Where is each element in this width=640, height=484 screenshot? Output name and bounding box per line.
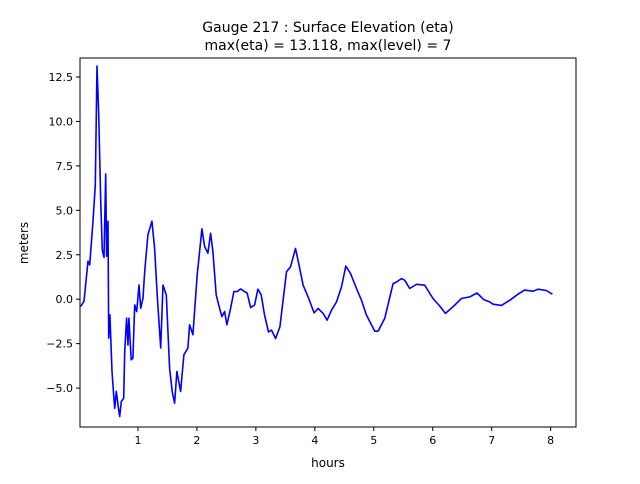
x-axis: 1 2 3 4 5 6 7 8: [134, 427, 554, 447]
y-axis: −5.0 −2.5 0.0 2.5 5.0 7.5 10.0 12.5: [46, 71, 80, 395]
x-tick-label: 7: [488, 434, 495, 447]
x-tick-label: 8: [547, 434, 554, 447]
y-tick-label: 0.0: [56, 293, 74, 306]
x-tick-label: 4: [311, 434, 318, 447]
chart-title-line2: max(eta) = 13.118, max(level) = 7: [205, 38, 452, 54]
x-tick-label: 2: [193, 434, 200, 447]
x-tick-label: 5: [370, 434, 377, 447]
y-tick-label: −5.0: [46, 382, 73, 395]
y-tick-label: 7.5: [56, 160, 74, 173]
plot-area: [80, 65, 553, 418]
y-tick-label: 12.5: [49, 71, 74, 84]
x-tick-label: 3: [252, 434, 259, 447]
chart-title-line1: Gauge 217 : Surface Elevation (eta): [202, 20, 453, 36]
y-tick-label: −2.5: [46, 338, 73, 351]
x-axis-label: hours: [311, 456, 345, 470]
series-line-eta: [80, 65, 553, 418]
x-tick-label: 1: [134, 434, 141, 447]
axes-frame: [79, 57, 577, 428]
y-tick-label: 5.0: [56, 204, 74, 217]
x-tick-label: 6: [429, 434, 436, 447]
y-tick-label: 2.5: [56, 249, 74, 262]
y-tick-label: 10.0: [49, 115, 74, 128]
y-axis-label: meters: [17, 222, 31, 264]
